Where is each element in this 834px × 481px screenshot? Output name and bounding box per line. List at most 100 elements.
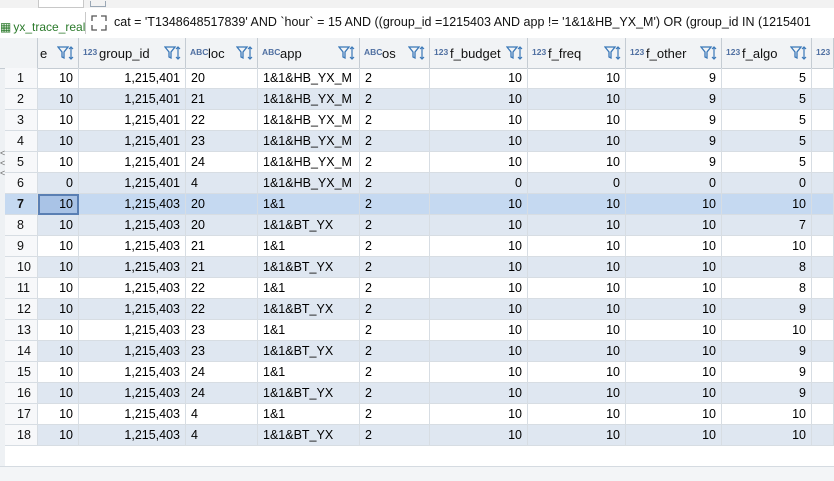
table-row[interactable]: 13 10 1,215,403 23 1&1 2 10 10 10 10 [0,320,834,341]
cell-extra[interactable] [812,236,834,257]
cell-group_id[interactable]: 1,215,403 [79,320,186,341]
table-row[interactable]: 2 10 1,215,401 21 1&1&HB_YX_M 2 10 10 9 5 [0,89,834,110]
cell-f_algo[interactable]: 7 [722,215,812,236]
table-row[interactable]: 1 10 1,215,401 20 1&1&HB_YX_M 2 10 10 9 5 [0,68,834,89]
cell-f_freq[interactable]: 10 [528,68,626,89]
cell-f_freq[interactable]: 10 [528,236,626,257]
column-header-os[interactable]: ABC os [360,38,430,68]
cell-extra[interactable] [812,68,834,89]
sort-filter-icon[interactable] [604,45,622,61]
cell-os[interactable]: 2 [360,383,430,404]
sort-filter-icon[interactable] [164,45,182,61]
table-row[interactable]: 17 10 1,215,403 4 1&1 2 10 10 10 10 [0,404,834,425]
cell-app[interactable]: 1&1&HB_YX_M [258,152,360,173]
cell-os[interactable]: 2 [360,404,430,425]
cell-loc[interactable]: 23 [186,131,258,152]
cell-e[interactable]: 10 [38,299,79,320]
cell-e[interactable]: 10 [38,236,79,257]
cell-f_budget[interactable]: 10 [430,404,528,425]
cell-f_freq[interactable]: 10 [528,320,626,341]
cell-f_other[interactable]: 10 [626,194,722,215]
cell-e[interactable]: 10 [38,425,79,446]
column-header-f_budget[interactable]: 123 f_budget [430,38,528,68]
cell-os[interactable]: 2 [360,89,430,110]
row-number[interactable]: 4 [5,131,38,152]
table-row[interactable]: 9 10 1,215,403 21 1&1 2 10 10 10 10 [0,236,834,257]
cell-app[interactable]: 1&1 [258,404,360,425]
cell-extra[interactable] [812,320,834,341]
cell-f_algo[interactable]: 8 [722,278,812,299]
cell-f_other[interactable]: 9 [626,68,722,89]
cell-f_other[interactable]: 10 [626,278,722,299]
cell-group_id[interactable]: 1,215,403 [79,236,186,257]
cell-f_other[interactable]: 9 [626,89,722,110]
row-number[interactable]: 1 [5,68,38,89]
row-number[interactable]: 8 [5,215,38,236]
cell-group_id[interactable]: 1,215,401 [79,152,186,173]
sort-filter-icon[interactable] [790,45,808,61]
cell-f_budget[interactable]: 0 [430,173,528,194]
cell-f_budget[interactable]: 10 [430,68,528,89]
cell-os[interactable]: 2 [360,299,430,320]
cell-e[interactable]: 10 [38,383,79,404]
cell-group_id[interactable]: 1,215,401 [79,110,186,131]
table-row[interactable]: 14 10 1,215,403 23 1&1&BT_YX 2 10 10 10 9 [0,341,834,362]
cell-os[interactable]: 2 [360,152,430,173]
cell-loc[interactable]: 23 [186,341,258,362]
cell-extra[interactable] [812,383,834,404]
column-header-loc[interactable]: ABC loc [186,38,258,68]
cell-f_budget[interactable]: 10 [430,278,528,299]
cell-loc[interactable]: 22 [186,299,258,320]
cell-f_other[interactable]: 9 [626,131,722,152]
table-row[interactable]: 11 10 1,215,403 22 1&1 2 10 10 10 8 [0,278,834,299]
cell-loc[interactable]: 22 [186,278,258,299]
column-header-f_algo[interactable]: 123 f_algo [722,38,812,68]
cell-f_budget[interactable]: 10 [430,110,528,131]
cell-e[interactable]: 10 [38,152,79,173]
cell-group_id[interactable]: 1,215,401 [79,173,186,194]
cell-os[interactable]: 2 [360,425,430,446]
cell-f_other[interactable]: 0 [626,173,722,194]
sort-filter-icon[interactable] [57,45,75,61]
cell-f_budget[interactable]: 10 [430,131,528,152]
cell-extra[interactable] [812,173,834,194]
cell-f_freq[interactable]: 0 [528,173,626,194]
editor-tab[interactable] [38,0,84,8]
cell-os[interactable]: 2 [360,362,430,383]
row-number[interactable]: 16 [5,383,38,404]
filter-expression-input[interactable]: cat = 'T1348648517839' AND `hour` = 15 A… [114,15,811,29]
cell-group_id[interactable]: 1,215,403 [79,341,186,362]
cell-app[interactable]: 1&1 [258,194,360,215]
cell-app[interactable]: 1&1&BT_YX [258,341,360,362]
cell-f_algo[interactable]: 5 [722,131,812,152]
cell-f_freq[interactable]: 10 [528,299,626,320]
table-row[interactable]: 5 10 1,215,401 24 1&1&HB_YX_M 2 10 10 9 5 [0,152,834,173]
cell-f_freq[interactable]: 10 [528,131,626,152]
cell-f_other[interactable]: 10 [626,320,722,341]
cell-app[interactable]: 1&1 [258,236,360,257]
row-number[interactable]: 17 [5,404,38,425]
row-number[interactable]: 12 [5,299,38,320]
table-row[interactable]: 16 10 1,215,403 24 1&1&BT_YX 2 10 10 10 9 [0,383,834,404]
cell-f_algo[interactable]: 9 [722,362,812,383]
cell-f_freq[interactable]: 10 [528,362,626,383]
cell-f_budget[interactable]: 10 [430,383,528,404]
cell-extra[interactable] [812,152,834,173]
cell-f_algo[interactable]: 10 [722,194,812,215]
row-number[interactable]: 9 [5,236,38,257]
cell-group_id[interactable]: 1,215,403 [79,362,186,383]
cell-group_id[interactable]: 1,215,403 [79,299,186,320]
cell-group_id[interactable]: 1,215,403 [79,383,186,404]
cell-os[interactable]: 2 [360,236,430,257]
cell-extra[interactable] [812,194,834,215]
cell-group_id[interactable]: 1,215,403 [79,425,186,446]
cell-app[interactable]: 1&1&BT_YX [258,383,360,404]
cell-loc[interactable]: 4 [186,404,258,425]
cell-e[interactable]: 0 [38,173,79,194]
column-header-f_freq[interactable]: 123 f_freq [528,38,626,68]
cell-loc[interactable]: 20 [186,68,258,89]
cell-os[interactable]: 2 [360,278,430,299]
column-header-f_other[interactable]: 123 f_other [626,38,722,68]
cell-extra[interactable] [812,110,834,131]
cell-os[interactable]: 2 [360,110,430,131]
